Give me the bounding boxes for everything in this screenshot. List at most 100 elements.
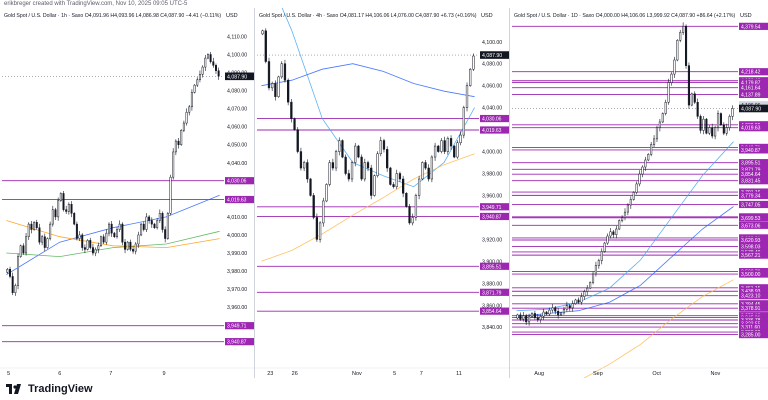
x-tick-label: Sep xyxy=(593,371,603,377)
candle-body xyxy=(661,113,664,123)
candle-body xyxy=(386,149,389,169)
candle-body xyxy=(664,102,667,114)
candle-body xyxy=(312,195,315,218)
level-tag xyxy=(480,288,509,296)
level-tag xyxy=(739,304,768,312)
level-tag-label: 3,311.60 xyxy=(741,325,760,331)
level-tag-label: 4,137.89 xyxy=(741,92,761,98)
candle-body xyxy=(338,140,341,152)
level-tag-label: 3,854.64 xyxy=(482,309,502,315)
candle-body xyxy=(19,245,22,257)
candle-body xyxy=(188,106,191,113)
candle-body xyxy=(621,217,624,221)
candle-body xyxy=(449,138,453,147)
candle-body xyxy=(94,249,97,254)
candle-body xyxy=(137,234,140,245)
level-tag-label: 3,378.91 xyxy=(741,306,761,312)
y-tick-label: 4,040.00 xyxy=(482,106,502,112)
candle-body xyxy=(318,222,322,240)
candle-body xyxy=(11,276,14,293)
candle-body xyxy=(560,312,563,316)
candle-body xyxy=(264,30,267,62)
chart-4h-svg[interactable]: Gold Spot / U.S. Dollar · 4h · Saxo O4,0… xyxy=(255,8,509,378)
chart-1h-panel[interactable]: Gold Spot / U.S. Dollar · 1h · Saxo O4,0… xyxy=(0,8,254,378)
candle-body xyxy=(274,83,277,97)
candle-body xyxy=(430,156,434,180)
candle-body xyxy=(629,199,632,206)
candle-body xyxy=(185,111,188,124)
candle-body xyxy=(22,245,25,254)
moving-average-line xyxy=(516,206,734,317)
candle-body xyxy=(309,178,312,196)
candle-body xyxy=(331,162,334,169)
candle-body xyxy=(395,173,398,187)
level-tag-label: 3,871.79 xyxy=(482,290,502,296)
candle-body xyxy=(443,140,446,152)
candle-body xyxy=(132,249,135,252)
candle-body xyxy=(209,54,212,62)
chart-1h-svg[interactable]: Gold Spot / U.S. Dollar · 1h · Saxo O4,0… xyxy=(0,8,254,378)
level-tag-label: 3,423.10 xyxy=(741,294,761,300)
level-tag xyxy=(739,323,768,331)
chart-1d-svg[interactable]: Gold Spot / U.S. Dollar · 1D · Saxo O4,0… xyxy=(510,8,768,378)
candle-body xyxy=(198,74,201,80)
chart-title: Gold Spot / U.S. Dollar · 4h · Saxo O4,0… xyxy=(259,13,477,19)
candle-body xyxy=(174,140,177,153)
candle-body xyxy=(91,247,94,254)
candle-body xyxy=(280,63,283,78)
candle-body xyxy=(699,116,702,131)
candle-body xyxy=(164,229,167,239)
candle-body xyxy=(102,236,105,243)
candle-body xyxy=(539,316,542,320)
candle-body xyxy=(516,314,519,319)
chart-1d-panel[interactable]: Gold Spot / U.S. Dollar · 1D · Saxo O4,0… xyxy=(510,8,768,378)
candle-body xyxy=(277,76,280,97)
level-tag xyxy=(739,22,768,30)
candle-body xyxy=(440,140,443,152)
candle-body xyxy=(725,127,728,134)
level-tag-label: 3,940.87 xyxy=(741,148,761,154)
candle-body xyxy=(562,308,566,314)
candle-body xyxy=(38,227,41,243)
candle-body xyxy=(172,151,175,178)
candle-body xyxy=(589,282,592,289)
candle-body xyxy=(354,145,357,163)
y-tick-label: 3,960.00 xyxy=(227,305,247,311)
candle-body xyxy=(609,231,612,237)
level-tag xyxy=(480,307,509,315)
tradingview-mark-icon xyxy=(6,384,21,395)
candle-body xyxy=(714,127,717,137)
level-tag xyxy=(739,78,768,87)
candle-body xyxy=(145,216,148,230)
candle-body xyxy=(30,223,33,230)
candle-body xyxy=(519,314,522,320)
candle-body xyxy=(433,145,437,158)
candle-body xyxy=(140,223,143,236)
candle-body xyxy=(379,140,382,154)
x-tick-label: 26 xyxy=(292,371,298,377)
x-tick-label: Nov xyxy=(352,371,362,377)
candle-body xyxy=(696,102,699,117)
candle-body xyxy=(357,145,360,158)
currency-label: USD xyxy=(226,13,238,19)
level-tag-label: 3,673.06 xyxy=(741,223,761,229)
candle-body xyxy=(62,193,65,210)
level-tag xyxy=(739,200,768,209)
candle-body xyxy=(554,307,557,312)
tradingview-logo[interactable]: TradingView xyxy=(6,383,93,395)
level-tag-label: 4,030.06 xyxy=(482,117,502,123)
level-tag-label: 3,949.71 xyxy=(482,205,502,211)
candle-body xyxy=(97,245,100,250)
candle-body xyxy=(568,305,571,309)
candle-body xyxy=(75,223,78,239)
last-price-tag xyxy=(225,72,254,81)
candle-body xyxy=(49,223,52,239)
level-tag xyxy=(739,214,768,222)
candle-body xyxy=(453,145,456,158)
candle-body xyxy=(586,287,589,292)
chart-4h-panel[interactable]: Gold Spot / U.S. Dollar · 4h · Saxo O4,0… xyxy=(255,8,509,378)
candle-body xyxy=(615,228,618,235)
candle-body xyxy=(196,79,199,86)
candle-body xyxy=(437,145,440,152)
candle-body xyxy=(148,216,151,221)
